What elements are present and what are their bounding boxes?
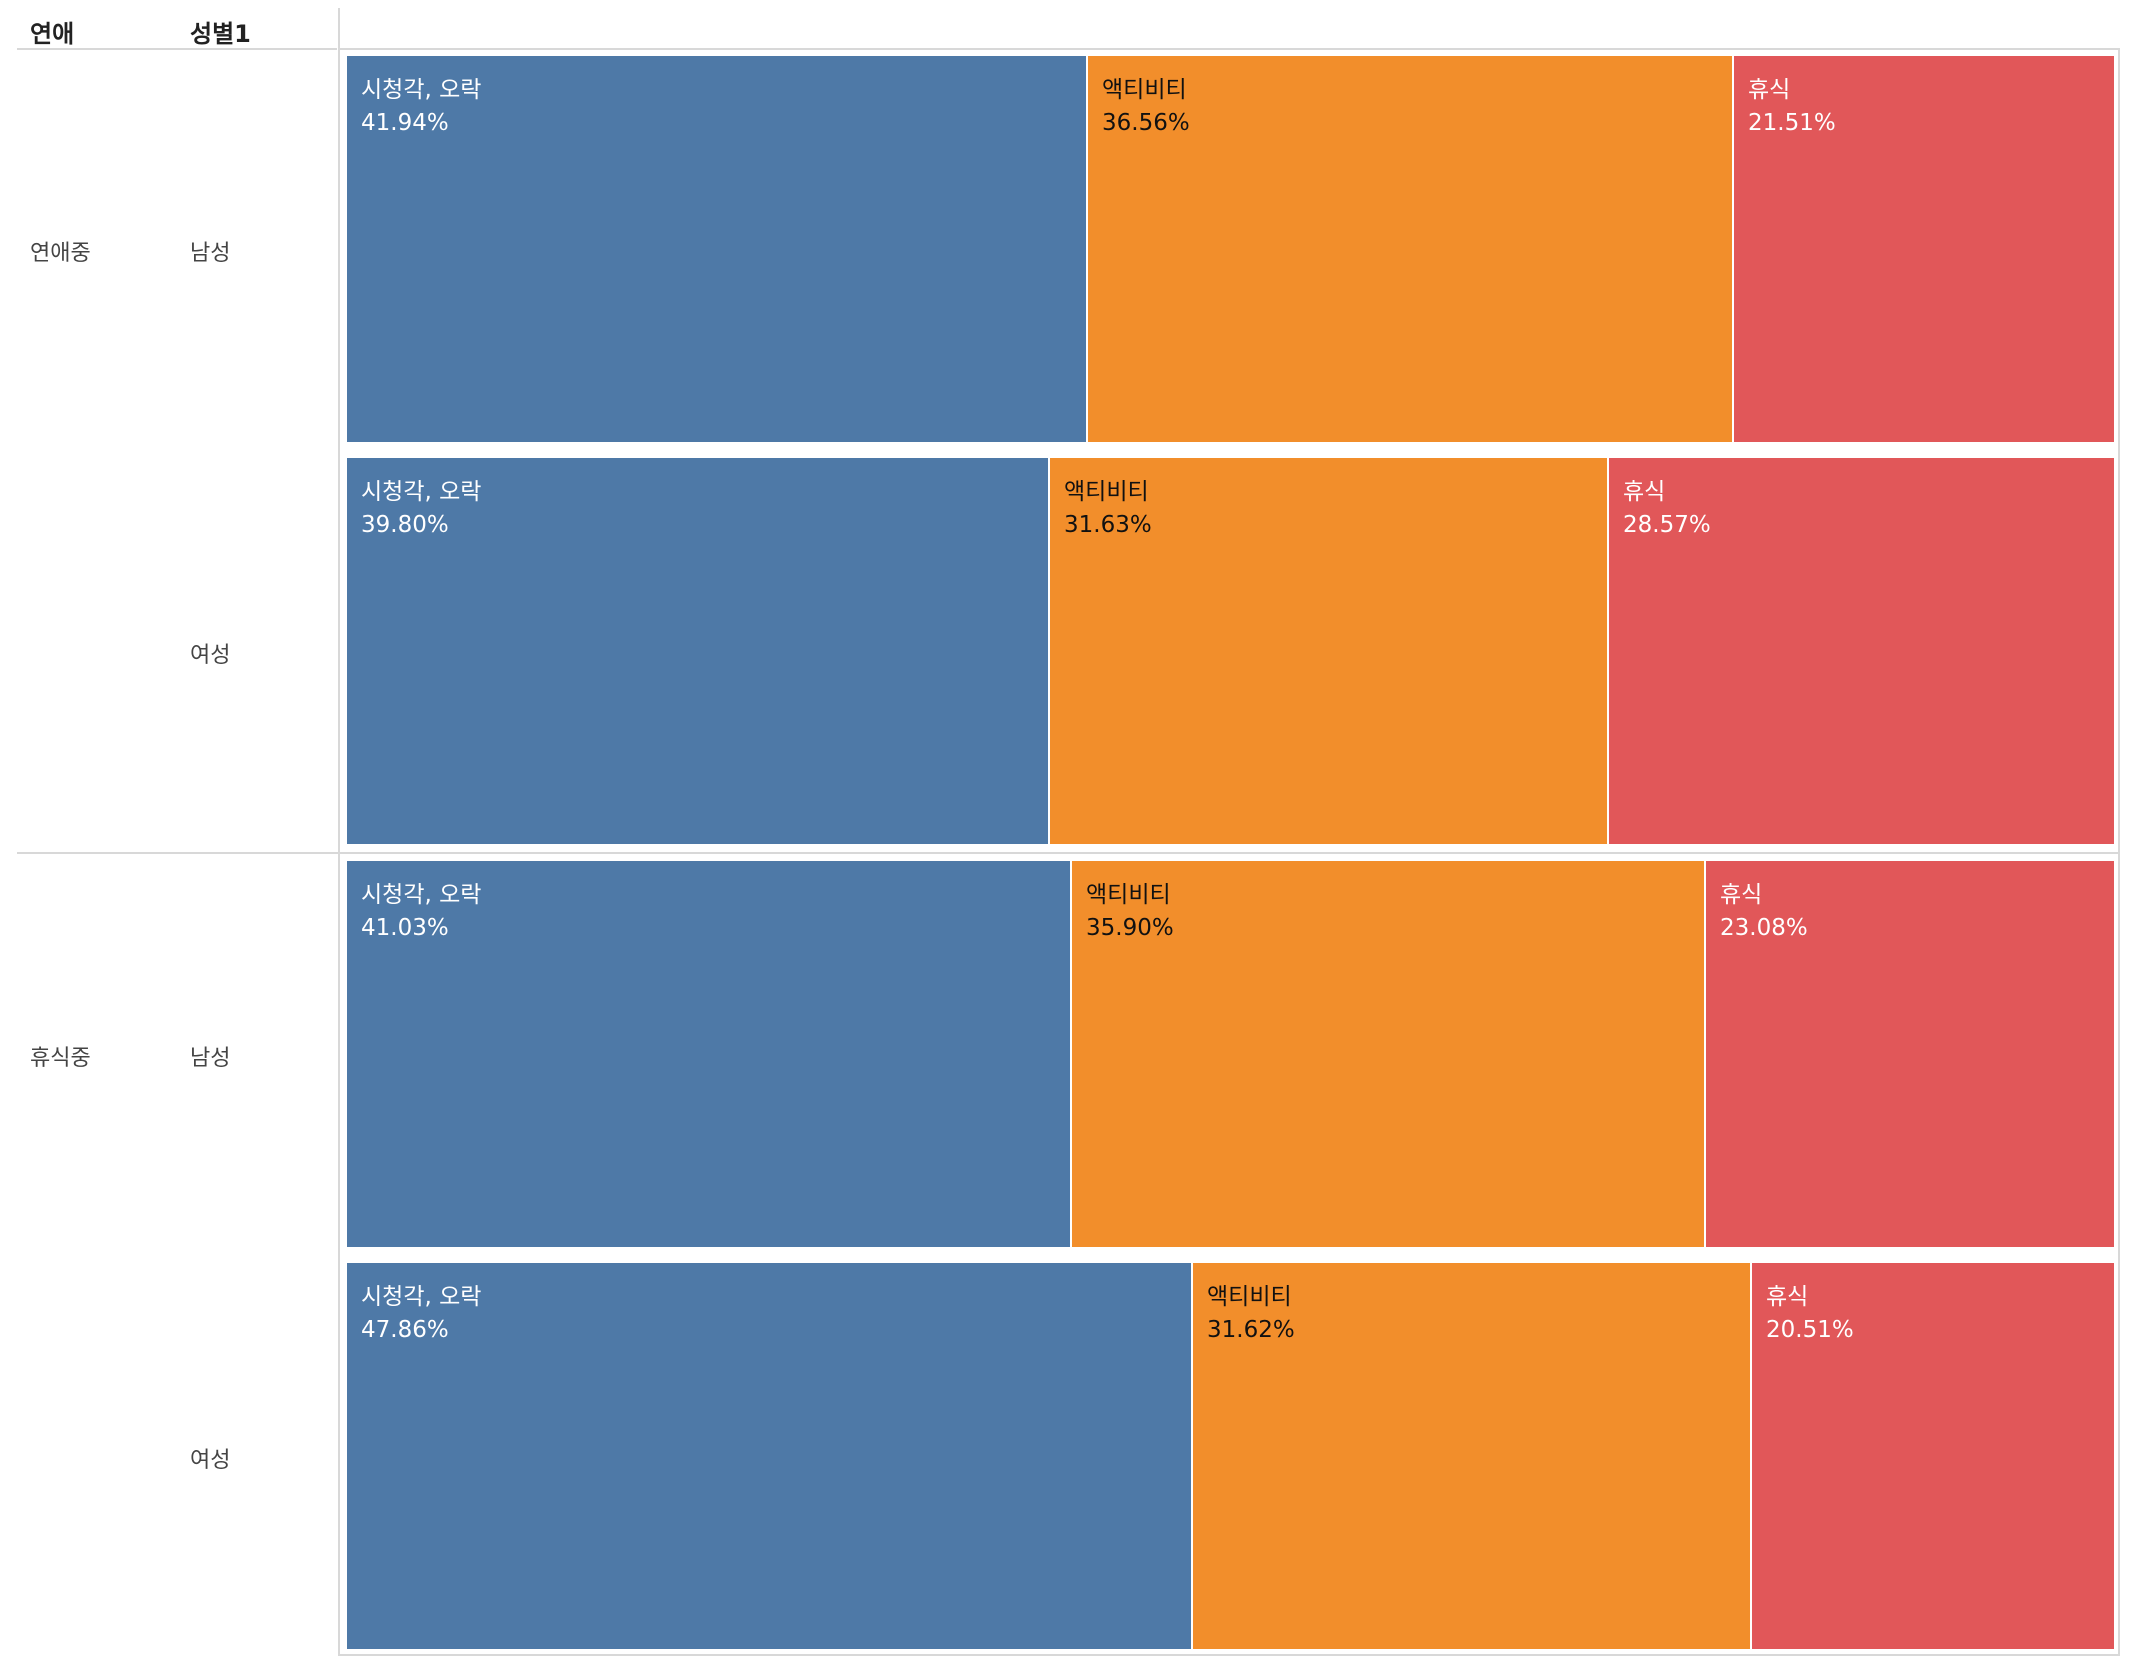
cell-category-label: 시청각, 오락 — [361, 1284, 482, 1310]
treemap-cell[interactable]: 시청각, 오락 41.94% — [347, 56, 1086, 442]
cell-label: 액티비티 31.63% — [1064, 476, 1152, 542]
cell-label: 휴식 28.57% — [1623, 476, 1711, 542]
cell-value-label: 41.94% — [361, 110, 449, 136]
cell-category-label: 시청각, 오락 — [361, 882, 482, 908]
cell-value-label: 31.63% — [1064, 512, 1152, 538]
cell-value-label: 47.86% — [361, 1317, 449, 1343]
cell-label: 액티비티 35.90% — [1086, 879, 1174, 945]
cell-label: 시청각, 오락 41.94% — [361, 74, 481, 140]
cell-label: 액티비티 31.62% — [1207, 1281, 1295, 1347]
treemap-cell[interactable]: 휴식 28.57% — [1609, 458, 2114, 844]
cell-value-label: 39.80% — [361, 512, 449, 538]
cell-label: 액티비티 36.56% — [1102, 74, 1190, 140]
row-label-gender: 남성 — [190, 241, 231, 266]
cell-value-label: 36.56% — [1102, 110, 1190, 136]
cell-category-label: 휴식 — [1720, 882, 1763, 908]
row-label-gender: 여성 — [190, 1448, 231, 1473]
treemap-cell[interactable]: 휴식 21.51% — [1734, 56, 2114, 442]
treemap-cell[interactable]: 시청각, 오락 39.80% — [347, 458, 1048, 844]
cell-category-label: 시청각, 오락 — [361, 77, 482, 103]
header-column-dating: 연애 — [30, 20, 75, 48]
cell-category-label: 휴식 — [1748, 77, 1791, 103]
cell-category-label: 휴식 — [1766, 1284, 1809, 1310]
cell-value-label: 21.51% — [1748, 110, 1836, 136]
cell-category-label: 시청각, 오락 — [361, 479, 482, 505]
cell-label: 시청각, 오락 47.86% — [361, 1281, 481, 1347]
treemap-cell[interactable]: 휴식 23.08% — [1706, 861, 2114, 1247]
treemap-cell[interactable]: 액티비티 36.56% — [1088, 56, 1732, 442]
row-label-dating-status: 연애중 — [30, 241, 91, 266]
treemap-cell[interactable]: 시청각, 오락 47.86% — [347, 1263, 1191, 1649]
treemap-cell[interactable]: 액티비티 31.63% — [1050, 458, 1607, 844]
cell-category-label: 휴식 — [1623, 479, 1666, 505]
treemap-cell[interactable]: 휴식 20.51% — [1752, 1263, 2114, 1649]
cell-label: 휴식 20.51% — [1766, 1281, 1854, 1347]
header-column-gender: 성별1 — [190, 20, 251, 48]
plot-bottom-border — [338, 1654, 2120, 1656]
cell-label: 휴식 23.08% — [1720, 879, 1808, 945]
cell-value-label: 31.62% — [1207, 1317, 1295, 1343]
treemap-cell[interactable]: 액티비티 35.90% — [1072, 861, 1704, 1247]
cell-label: 시청각, 오락 39.80% — [361, 476, 481, 542]
plot-top-border — [338, 48, 2120, 50]
cell-category-label: 액티비티 — [1102, 77, 1187, 103]
plot-right-border — [2118, 48, 2120, 1656]
header-divider — [17, 48, 337, 50]
cell-value-label: 28.57% — [1623, 512, 1711, 538]
row-label-gender: 여성 — [190, 643, 231, 668]
cell-value-label: 20.51% — [1766, 1317, 1854, 1343]
row-label-gender: 남성 — [190, 1046, 231, 1071]
plot-left-border — [338, 8, 340, 1656]
cell-value-label: 23.08% — [1720, 915, 1808, 941]
group-divider — [17, 852, 2120, 854]
row-label-dating-status: 휴식중 — [30, 1046, 91, 1071]
cell-category-label: 액티비티 — [1207, 1284, 1292, 1310]
treemap-cell[interactable]: 시청각, 오락 41.03% — [347, 861, 1070, 1247]
treemap-cell[interactable]: 액티비티 31.62% — [1193, 1263, 1750, 1649]
cell-label: 시청각, 오락 41.03% — [361, 879, 481, 945]
cell-category-label: 액티비티 — [1064, 479, 1149, 505]
cell-category-label: 액티비티 — [1086, 882, 1171, 908]
cell-value-label: 41.03% — [361, 915, 449, 941]
cell-value-label: 35.90% — [1086, 915, 1174, 941]
cell-label: 휴식 21.51% — [1748, 74, 1836, 140]
